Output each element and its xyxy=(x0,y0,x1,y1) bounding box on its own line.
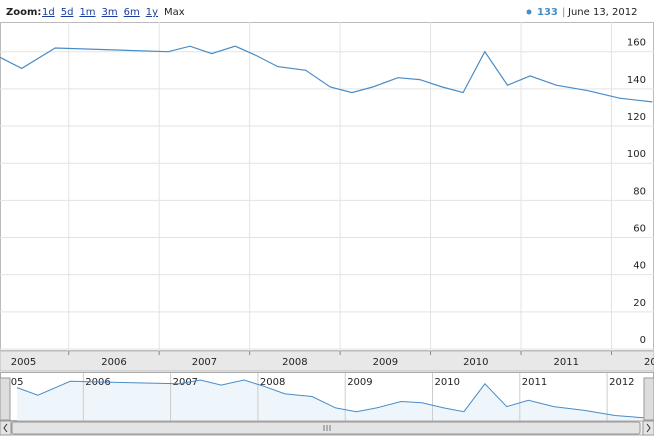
x-tick-label: 2009 xyxy=(373,357,398,368)
nav-tick-label: 2008 xyxy=(260,377,285,388)
x-tick-label: 2005 xyxy=(11,357,36,368)
scroll-thumb[interactable] xyxy=(11,421,641,435)
y-tick-label: 80 xyxy=(633,186,646,197)
x-tick-label: 2010 xyxy=(463,357,488,368)
y-tick-label: 100 xyxy=(627,149,646,160)
nav-line xyxy=(16,379,647,419)
arrow-left-icon xyxy=(3,423,8,433)
zoom-label: Zoom: xyxy=(6,7,41,18)
navigator: 2005 2006 2007 2008 2009 2010 2011 2012 xyxy=(0,373,647,421)
nav-tick-label: 2010 xyxy=(435,377,460,388)
y-tick-label: 140 xyxy=(627,75,646,86)
nav-area xyxy=(17,380,647,421)
y-tick-label: 40 xyxy=(633,261,646,272)
zoom-links: 1d 5d 1m 3m 6m 1y Max xyxy=(42,7,185,18)
scroll-left[interactable] xyxy=(0,420,12,436)
y-tick-label: 120 xyxy=(627,112,646,123)
x-axis-band xyxy=(0,350,654,372)
x-tick-label: 2012 xyxy=(644,357,654,368)
nav-handle-right[interactable] xyxy=(643,377,654,421)
zoom-option[interactable]: 5d xyxy=(61,7,74,18)
y-tick-label: 20 xyxy=(633,298,646,309)
nav-handle-left[interactable] xyxy=(0,377,11,421)
x-tick-label: 2008 xyxy=(282,357,307,368)
nav-tick-label: 2006 xyxy=(85,377,110,388)
y-tick-label: 0 xyxy=(640,335,646,346)
x-tick-label: 2011 xyxy=(554,357,579,368)
nav-tick-label: 2005 xyxy=(0,377,23,388)
main-plot: 2005 2006 2007 2008 2009 2010 2011 2012 xyxy=(0,22,654,368)
zoom-option[interactable]: 1y xyxy=(146,7,158,18)
nav-tick-label: 2012 xyxy=(609,377,634,388)
separator: | xyxy=(562,7,565,18)
arrow-right-icon xyxy=(646,423,651,433)
legend-dot xyxy=(526,9,532,15)
zoom-option[interactable]: 6m xyxy=(124,7,140,18)
y-tick-label: 60 xyxy=(633,224,646,235)
legend-date: June 13, 2012 xyxy=(567,7,638,18)
zoom-option[interactable]: Max xyxy=(164,7,185,18)
zoom-option[interactable]: 1m xyxy=(79,7,95,18)
y-tick-label: 160 xyxy=(627,38,646,49)
zoom-option[interactable]: 3m xyxy=(102,7,118,18)
plot-frame xyxy=(0,22,654,351)
nav-tick-label: 2011 xyxy=(522,377,547,388)
zoom-option[interactable]: 1d xyxy=(42,7,55,18)
legend-value: 133 xyxy=(537,7,558,18)
x-tick-label: 2007 xyxy=(192,357,217,368)
scroll-right[interactable] xyxy=(642,420,654,436)
nav-tick-label: 2009 xyxy=(347,377,372,388)
scroll-grip xyxy=(323,425,331,431)
x-tick-label: 2006 xyxy=(101,357,126,368)
price-line xyxy=(0,45,653,103)
